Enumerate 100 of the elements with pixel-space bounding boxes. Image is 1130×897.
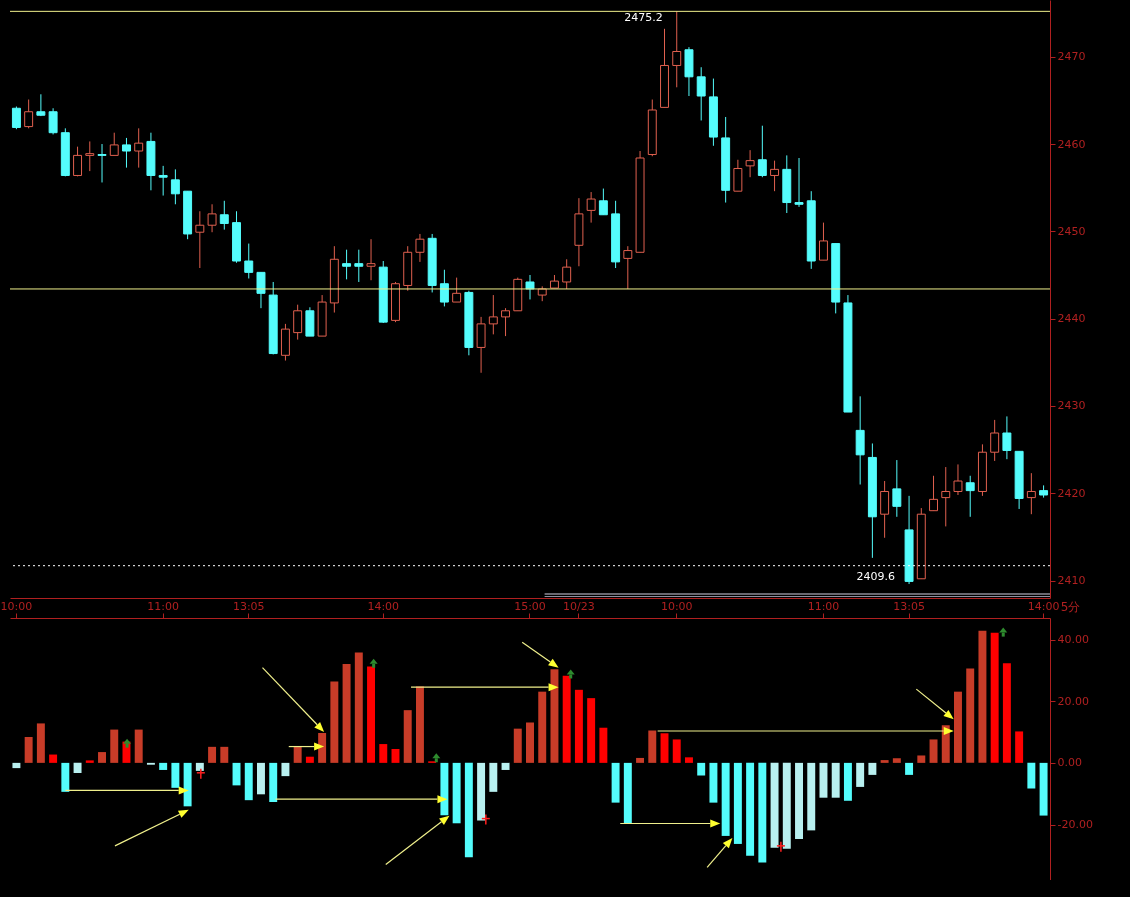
y-tick-label: 2470 — [1057, 50, 1086, 64]
candlestick — [929, 475, 938, 512]
bar — [12, 762, 21, 769]
bar — [24, 736, 33, 763]
y-tick-label: -20.00 — [1057, 818, 1093, 832]
candlestick — [476, 316, 486, 374]
candlestick — [745, 149, 755, 178]
bar — [917, 755, 926, 763]
bar — [171, 762, 180, 788]
candlestick — [770, 160, 780, 192]
y-tick-label: 2410 — [1057, 574, 1086, 588]
candlestick — [757, 125, 767, 178]
bar — [709, 762, 718, 803]
candlestick — [623, 245, 633, 290]
bar — [208, 746, 217, 763]
candlestick — [219, 200, 229, 231]
bar — [648, 730, 657, 763]
bar — [929, 739, 938, 763]
bar — [672, 739, 681, 763]
candlestick — [207, 203, 217, 233]
bar — [954, 691, 962, 763]
x-tick-label: 14:00 — [367, 599, 400, 613]
bar — [403, 710, 412, 763]
x-tick-label: 13:05 — [232, 599, 265, 613]
candlestick — [819, 222, 828, 261]
candlestick — [11, 106, 21, 130]
bar — [587, 698, 596, 763]
annotation: 2475.2 — [624, 11, 663, 25]
bar — [880, 760, 889, 763]
candlestick — [170, 168, 180, 205]
bar — [733, 762, 742, 844]
candlestick — [24, 99, 34, 129]
annotation: 2409.6 — [856, 570, 896, 584]
candlestick — [501, 307, 511, 337]
candlestick — [953, 463, 963, 496]
bar — [1027, 762, 1036, 789]
bar — [73, 762, 82, 774]
candlestick — [941, 466, 951, 527]
candlestick — [366, 238, 376, 281]
bar — [98, 752, 106, 763]
candlestick — [488, 294, 498, 335]
candlestick — [562, 258, 572, 290]
candlestick — [892, 459, 902, 518]
candlestick — [158, 165, 168, 197]
candlestick — [415, 233, 425, 263]
candlestick — [48, 107, 58, 135]
candlestick — [452, 277, 462, 303]
y-tick-label: 40.00 — [1057, 633, 1089, 647]
bar — [990, 632, 999, 763]
candlestick — [134, 127, 144, 169]
candlestick — [525, 274, 535, 300]
bar — [513, 728, 522, 763]
bar — [526, 722, 534, 763]
candlestick — [586, 191, 596, 224]
x-tick-label: 11:00 — [807, 599, 840, 613]
bar — [110, 729, 119, 763]
candlestick — [1002, 415, 1012, 460]
bar — [770, 762, 779, 848]
bar — [1015, 731, 1024, 763]
bar — [281, 762, 290, 777]
bar — [85, 760, 94, 763]
x-tick-label: 10/23 — [563, 599, 595, 613]
candlestick — [73, 146, 83, 177]
candlestick — [122, 137, 131, 169]
bar — [36, 723, 45, 763]
bar — [978, 630, 987, 763]
candlestick — [354, 249, 364, 283]
candlestick — [733, 159, 743, 192]
bar — [905, 762, 914, 775]
bar — [623, 762, 632, 824]
bar — [611, 762, 620, 803]
candlestick — [672, 10, 682, 88]
candlestick — [109, 132, 119, 156]
y-tick-label: 2450 — [1057, 224, 1086, 238]
x-tick-label: 13:05 — [893, 599, 925, 613]
bar — [538, 691, 547, 763]
bar — [856, 762, 865, 787]
bar — [220, 746, 229, 763]
y-tick-label: 2440 — [1057, 312, 1086, 326]
bar — [477, 762, 486, 821]
bar — [684, 757, 693, 763]
bar — [134, 729, 143, 763]
bar — [966, 668, 975, 763]
bar — [244, 762, 253, 801]
bar — [501, 762, 510, 770]
x-tick-label: 11:00 — [147, 599, 180, 613]
candlestick — [97, 143, 107, 183]
candlestick — [990, 419, 1000, 462]
bar — [452, 762, 461, 824]
candlestick — [598, 188, 608, 216]
bar — [354, 652, 363, 763]
bar — [1039, 762, 1048, 816]
bar — [843, 762, 852, 801]
x-tick-label: 10:00 — [0, 599, 33, 613]
bar — [305, 756, 314, 763]
bar — [892, 758, 901, 763]
bar — [257, 762, 265, 795]
bar — [195, 762, 204, 771]
candlestick — [256, 271, 266, 309]
candlestick — [880, 480, 890, 539]
